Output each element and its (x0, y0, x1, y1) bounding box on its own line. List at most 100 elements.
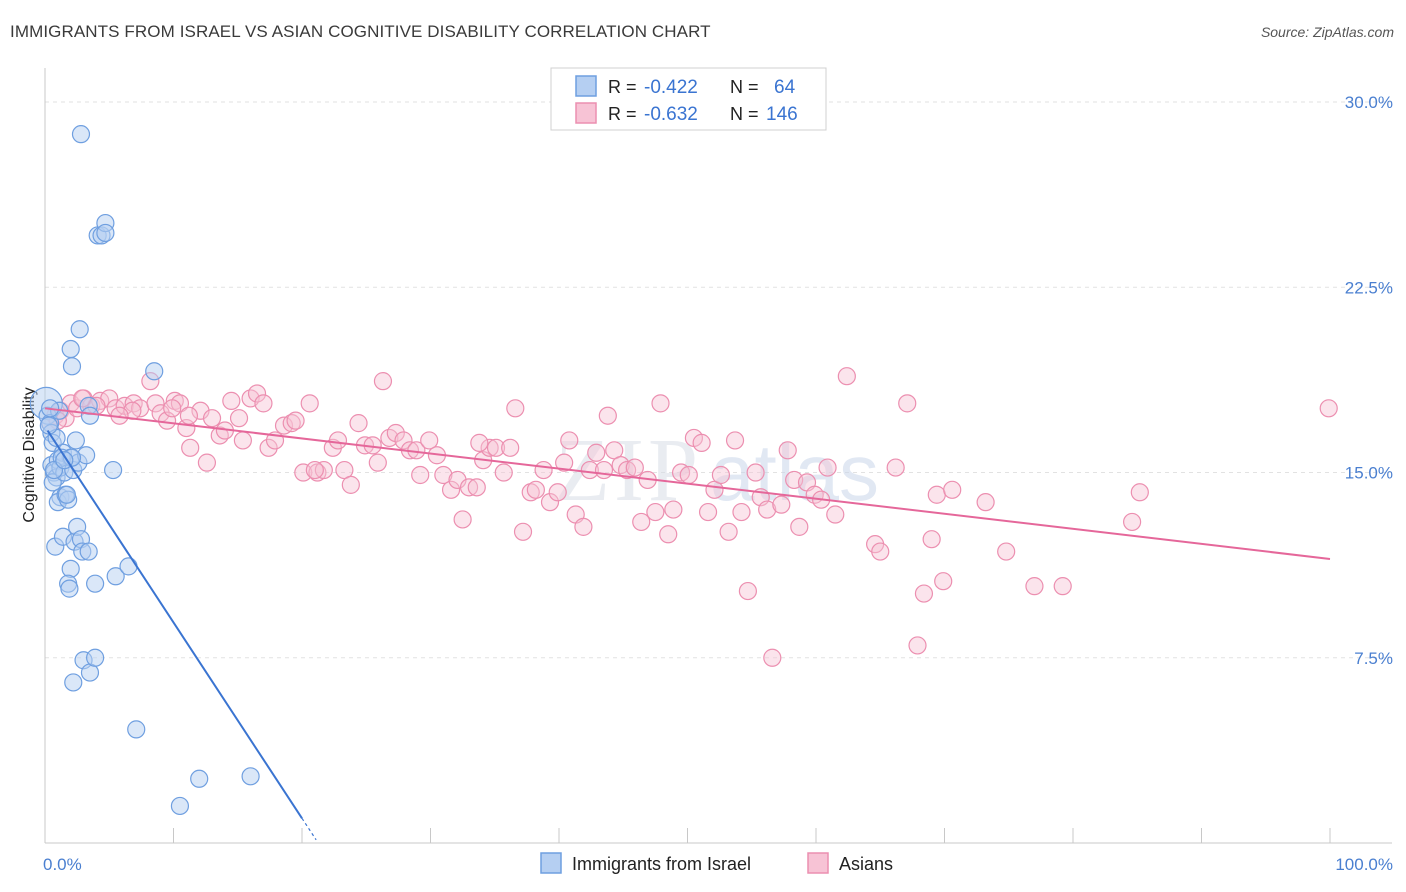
israel-point (145, 362, 164, 381)
asian-point (763, 648, 782, 667)
asian-point (163, 399, 182, 418)
legend-box: R = -0.422 N = 64 R = -0.632 N = 146 (550, 67, 827, 131)
asian-point (305, 460, 324, 480)
series-israel (29, 125, 260, 816)
asian-point (453, 510, 472, 529)
israel-point (64, 673, 83, 692)
series-asians (41, 367, 1338, 667)
asian-point (259, 438, 278, 457)
israel-point (119, 557, 138, 576)
israel-point (96, 223, 115, 243)
asian-point (300, 394, 319, 413)
israel-point (106, 567, 125, 586)
asian-point (725, 431, 745, 450)
israel-point (62, 357, 82, 376)
asian-point (790, 517, 809, 536)
axes (44, 68, 1392, 844)
gridlines (45, 101, 1392, 659)
asian-point (179, 406, 199, 425)
asian-point (997, 542, 1016, 561)
israel-trend-line (46, 429, 303, 819)
asian-point (470, 433, 489, 452)
asian-point (181, 438, 200, 457)
asian-point (197, 453, 217, 472)
asian-point (837, 367, 856, 386)
bottom-legend-israel: Immigrants from Israel (572, 854, 751, 874)
asian-point (294, 463, 313, 482)
asian-point (594, 460, 614, 480)
asian-point (526, 480, 545, 499)
asian-point (679, 465, 698, 485)
asian-point (898, 394, 917, 413)
asian-trend-line (44, 407, 1331, 560)
israel-point (86, 648, 105, 667)
israel-point (80, 406, 100, 425)
asian-point (394, 431, 413, 450)
asian-point (646, 502, 665, 522)
asian-point (501, 438, 520, 457)
asian-point (229, 409, 249, 428)
legend-n-value-2: 146 (766, 104, 798, 125)
asian-point (664, 500, 683, 519)
israel-point (79, 542, 98, 561)
asian-point (746, 463, 765, 482)
trend-lines (44, 407, 1331, 841)
y-tick-label: 15.0% (1345, 464, 1393, 483)
legend-r-value-2: -0.632 (644, 104, 698, 125)
asian-point (534, 460, 553, 480)
asian-point (210, 426, 229, 445)
asian-point (922, 530, 941, 549)
asian-point (202, 409, 222, 428)
israel-point (71, 125, 91, 144)
asian-point (826, 505, 845, 524)
legend-r-value-1: -0.422 (644, 77, 698, 98)
asian-point (871, 542, 890, 561)
asian-point (818, 458, 837, 477)
asian-point (934, 572, 953, 591)
asian-point (1053, 577, 1072, 596)
asian-point (719, 522, 738, 541)
bottom-legend: Immigrants from Israel Asians (540, 852, 893, 874)
asian-point (772, 495, 791, 514)
legend-n-label-1: N = (730, 77, 759, 97)
asian-point (349, 414, 368, 433)
asian-point (222, 391, 241, 410)
asian-point (467, 478, 486, 497)
asian-point (738, 581, 757, 601)
asian-point (976, 493, 995, 512)
y-axis-title: Cognitive Disability (21, 387, 38, 522)
asian-point (328, 431, 348, 450)
asian-point (1025, 577, 1044, 596)
asian-point (441, 480, 461, 499)
israel-point (70, 320, 89, 339)
asian-point (778, 441, 797, 460)
asian-point (548, 483, 567, 502)
asian-point (659, 525, 678, 544)
asian-point (555, 453, 574, 472)
y-tick-labels: 7.5% 15.0% 22.5% 30.0% (1345, 93, 1393, 668)
asian-point (560, 431, 579, 450)
legend-n-label-2: N = (730, 104, 759, 124)
legend-r-label-1: R = (608, 77, 637, 97)
asian-point (580, 460, 599, 480)
asian-point (368, 453, 387, 472)
asian-point (247, 384, 267, 403)
asian-point (574, 517, 593, 536)
y-tick-label: 7.5% (1354, 649, 1393, 668)
israel-point (190, 769, 209, 788)
asian-point (233, 431, 252, 450)
asian-point (420, 431, 439, 450)
asian-point (758, 500, 777, 519)
asian-point (386, 423, 405, 443)
legend-swatch-asians (575, 102, 597, 124)
asian-point (1123, 512, 1142, 532)
asian-point (286, 411, 305, 430)
asian-point (732, 502, 751, 522)
asian-point (914, 584, 934, 603)
bottom-legend-swatch-israel (540, 852, 562, 874)
asian-point (908, 636, 927, 655)
asian-point (886, 458, 905, 477)
israel-point (104, 460, 123, 480)
asian-point (540, 493, 560, 512)
